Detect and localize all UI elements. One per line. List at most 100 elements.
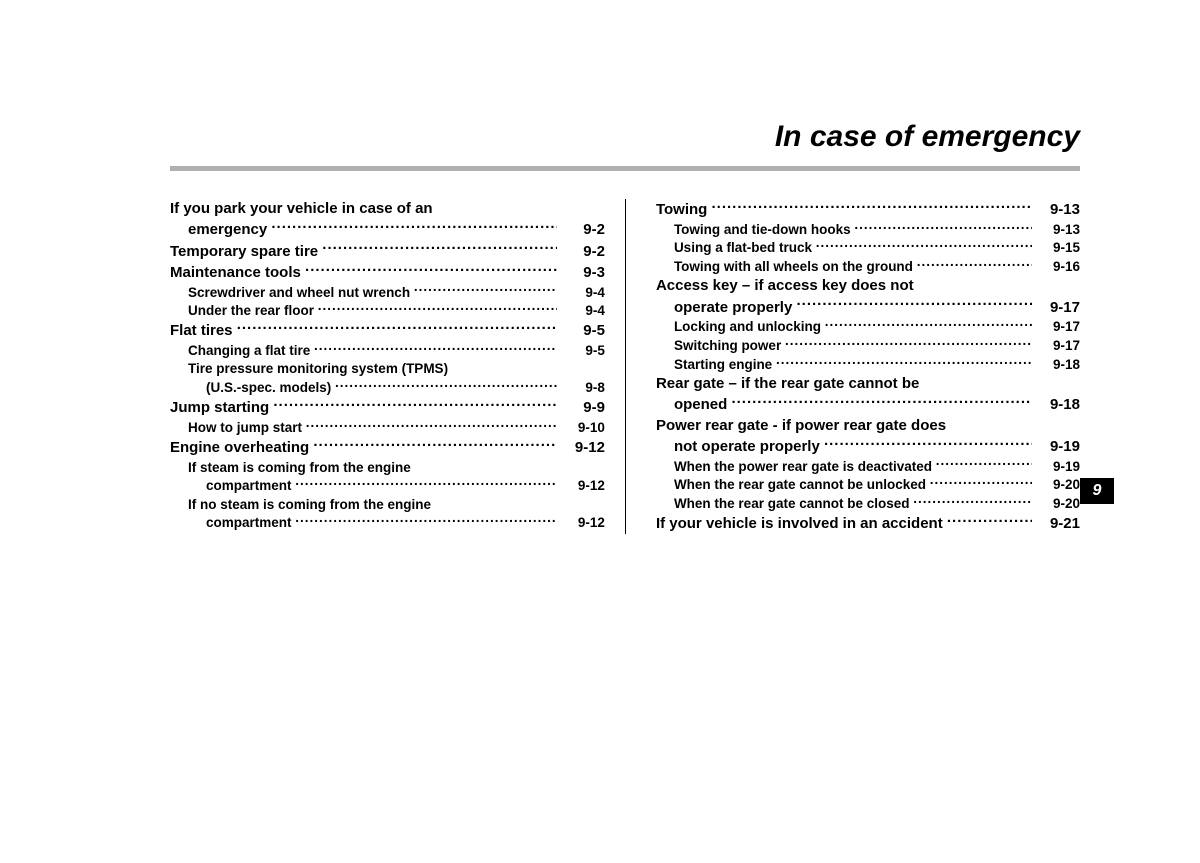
toc-label-cont: (U.S.-spec. models) [206, 379, 335, 397]
toc-label: Temporary spare tire [170, 242, 322, 262]
toc-page-number: 9-9 [557, 398, 605, 418]
toc-label-cont: compartment [206, 514, 295, 532]
toc-page-number: 9-18 [1032, 395, 1080, 415]
toc-page-number: 9-15 [1032, 239, 1080, 257]
toc-label: How to jump start [188, 419, 306, 437]
toc-left-column: If you park your vehicle in case of anem… [170, 199, 625, 534]
toc-entry: If your vehicle is involved in an accide… [656, 513, 1080, 534]
toc-leader-dots [731, 394, 1032, 409]
toc-leader-dots [305, 262, 557, 277]
toc-label: Rear gate – if the rear gate cannot be [656, 374, 919, 394]
toc-leader-dots [816, 239, 1032, 253]
toc-label-cont: operate properly [674, 298, 797, 318]
toc-label: Screwdriver and wheel nut wrench [188, 284, 414, 302]
toc-label: Under the rear floor [188, 302, 318, 320]
toc-entry-continuation: (U.S.-spec. models) 9-8 [170, 379, 605, 398]
toc-page-number: 9-5 [557, 321, 605, 341]
toc-entry: Towing and tie-down hooks 9-13 [656, 220, 1080, 239]
toc-entry: Engine overheating 9-12 [170, 437, 605, 458]
toc-entry-continuation: opened 9-18 [656, 394, 1080, 415]
toc-leader-dots [947, 513, 1032, 528]
toc-entry-continuation: compartment 9-12 [170, 477, 605, 496]
toc-entry: Screwdriver and wheel nut wrench 9-4 [170, 283, 605, 302]
toc-label: If steam is coming from the engine [188, 459, 411, 477]
toc-label: Towing [656, 200, 712, 220]
toc-label: Switching power [674, 337, 785, 355]
chapter-title: In case of emergency [170, 0, 1080, 166]
toc-page-number: 9-19 [1032, 437, 1080, 457]
toc-entry-continuation: compartment 9-12 [170, 514, 605, 533]
toc-entry: Locking and unlocking 9-17 [656, 318, 1080, 337]
toc-entry: Switching power 9-17 [656, 337, 1080, 356]
toc-label: Maintenance tools [170, 263, 305, 283]
toc-label-cont: compartment [206, 477, 295, 495]
toc-page-number: 9-4 [557, 284, 605, 302]
toc-entry: Towing with all wheels on the ground 9-1… [656, 258, 1080, 277]
toc-leader-dots [295, 477, 557, 491]
toc-entry: If steam is coming from the engine [170, 459, 605, 477]
toc-page-number: 9-19 [1032, 458, 1080, 476]
toc-page-number: 9-21 [1032, 514, 1080, 534]
toc-label-cont: opened [674, 395, 732, 415]
toc-entry: Flat tires 9-5 [170, 320, 605, 341]
toc-leader-dots [313, 437, 557, 452]
toc-label: Locking and unlocking [674, 318, 825, 336]
toc-entry: Under the rear floor 9-4 [170, 302, 605, 321]
toc-label: Tire pressure monitoring system (TPMS) [188, 360, 448, 378]
toc-leader-dots [776, 355, 1032, 369]
toc-page-number: 9-3 [557, 263, 605, 283]
toc-label: If your vehicle is involved in an accide… [656, 514, 947, 534]
toc-entry: If no steam is coming from the engine [170, 496, 605, 514]
toc-label: Changing a flat tire [188, 342, 314, 360]
toc-entry: Power rear gate - if power rear gate doe… [656, 416, 1080, 436]
page-root: In case of emergency If you park your ve… [0, 0, 1200, 863]
toc-label: Jump starting [170, 398, 273, 418]
toc-label: When the rear gate cannot be closed [674, 495, 913, 513]
toc-page-number: 9-4 [557, 302, 605, 320]
toc-leader-dots [414, 283, 557, 297]
toc-leader-dots [796, 297, 1032, 312]
toc-page-number: 9-13 [1032, 221, 1080, 239]
toc-page-number: 9-12 [557, 477, 605, 495]
toc-leader-dots [711, 199, 1032, 214]
toc-entry: Temporary spare tire 9-2 [170, 241, 605, 262]
toc-page-number: 9-2 [557, 220, 605, 240]
toc-page-number: 9-5 [557, 342, 605, 360]
toc-entry: If you park your vehicle in case of an [170, 199, 605, 219]
toc-page-number: 9-13 [1032, 200, 1080, 220]
toc-leader-dots [271, 219, 557, 234]
toc-entry: Jump starting 9-9 [170, 397, 605, 418]
toc-label: If no steam is coming from the engine [188, 496, 431, 514]
toc-entry: How to jump start 9-10 [170, 419, 605, 438]
toc-entry: Rear gate – if the rear gate cannot be [656, 374, 1080, 394]
toc-entry: When the power rear gate is deactivated … [656, 457, 1080, 476]
toc-leader-dots [913, 495, 1032, 509]
toc-right-column: Towing 9-13Towing and tie-down hooks 9-1… [625, 199, 1080, 534]
toc-entry: Changing a flat tire 9-5 [170, 342, 605, 361]
toc-label: Using a flat-bed truck [674, 239, 816, 257]
toc-label: Engine overheating [170, 438, 313, 458]
toc-leader-dots [825, 318, 1032, 332]
toc-leader-dots [318, 302, 557, 316]
toc-entry-continuation: operate properly 9-17 [656, 297, 1080, 318]
toc-page-number: 9-8 [557, 379, 605, 397]
toc-label: If you park your vehicle in case of an [170, 199, 433, 219]
toc-page-number: 9-17 [1032, 298, 1080, 318]
toc-entry: Tire pressure monitoring system (TPMS) [170, 360, 605, 378]
toc-entry: When the rear gate cannot be unlocked 9-… [656, 476, 1080, 495]
toc-label: Flat tires [170, 321, 237, 341]
toc-leader-dots [917, 258, 1032, 272]
toc-label: When the power rear gate is deactivated [674, 458, 936, 476]
toc-leader-dots [930, 476, 1032, 490]
toc-page-number: 9-17 [1032, 318, 1080, 336]
toc-page-number: 9-20 [1032, 495, 1080, 513]
toc-leader-dots [824, 436, 1032, 451]
toc-label: Starting engine [674, 356, 776, 374]
toc-page-number: 9-18 [1032, 356, 1080, 374]
toc-leader-dots [785, 337, 1032, 351]
toc-leader-dots [854, 220, 1032, 234]
toc-columns: If you park your vehicle in case of anem… [170, 199, 1080, 534]
toc-page-number: 9-20 [1032, 476, 1080, 494]
toc-entry: Access key – if access key does not [656, 276, 1080, 296]
toc-leader-dots [936, 457, 1032, 471]
